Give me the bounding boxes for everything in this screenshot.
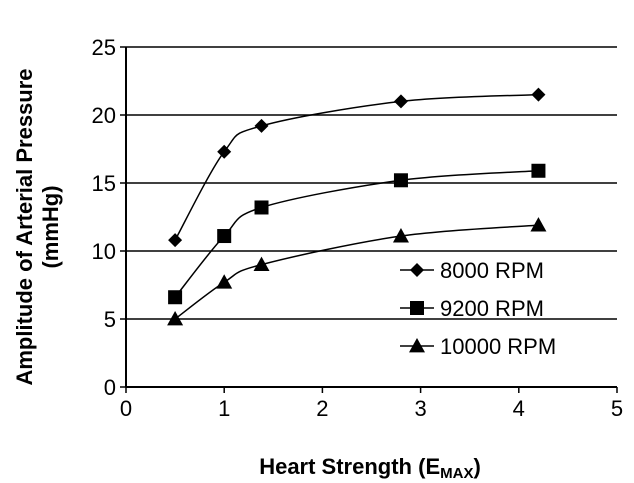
series-0 <box>168 87 546 248</box>
x-tick-label-2: 2 <box>316 396 328 421</box>
data-point-1-1 <box>217 229 232 244</box>
legend-label-0: 8000 RPM <box>440 258 544 283</box>
x-axis-title: Heart Strength (EMAX) <box>259 454 481 482</box>
data-point-0-4 <box>531 87 546 102</box>
series-layer <box>167 87 547 326</box>
x-axis-title-main: Heart Strength (E <box>259 454 440 479</box>
legend-label-1: 9200 RPM <box>440 296 544 321</box>
data-point-0-0 <box>168 233 183 248</box>
data-point-0-2 <box>254 118 269 133</box>
series-line-0 <box>174 93 539 241</box>
series-2 <box>167 217 547 326</box>
data-point-2-1 <box>216 274 233 289</box>
legend-label-2: 10000 RPM <box>440 334 556 359</box>
x-tick-label-1: 1 <box>218 396 230 421</box>
y-axis-ticks: 0 5 10 15 20 25 <box>92 35 126 400</box>
data-point-1-2 <box>254 200 269 215</box>
y-tick-label-5: 5 <box>104 307 116 332</box>
y-tick-label-20: 20 <box>92 103 116 128</box>
legend-item-1: 9200 RPM <box>400 296 544 321</box>
y-axis-title: Amplitude of Arterial Pressure (mmHg) <box>12 68 63 385</box>
data-point-1-4 <box>531 163 546 178</box>
data-point-2-2 <box>253 256 270 271</box>
data-point-2-0 <box>167 311 184 326</box>
x-axis-title-subscript: MAX <box>440 465 473 482</box>
legend-item-0: 8000 RPM <box>400 258 544 283</box>
data-point-2-3 <box>392 228 409 243</box>
gridlines <box>126 46 617 320</box>
x-tick-label-5: 5 <box>611 396 623 421</box>
legend-swatch-marker-1 <box>410 301 424 315</box>
legend-item-2: 10000 RPM <box>400 334 556 359</box>
y-tick-label-10: 10 <box>92 239 116 264</box>
legend: 8000 RPM 9200 RPM 10000 RPM <box>400 258 556 359</box>
x-tick-label-4: 4 <box>513 396 525 421</box>
x-axis-title-close: ) <box>473 454 480 479</box>
data-point-1-0 <box>168 290 183 305</box>
series-1 <box>168 163 546 305</box>
x-tick-label-3: 3 <box>414 396 426 421</box>
y-axis-title-line2: (mmHg) <box>38 185 63 268</box>
data-point-0-3 <box>393 94 408 109</box>
legend-swatch-marker-2 <box>409 338 425 353</box>
data-point-2-4 <box>530 217 547 232</box>
y-tick-label-15: 15 <box>92 171 116 196</box>
data-point-1-3 <box>393 173 408 188</box>
series-line-1 <box>174 170 539 298</box>
x-axis-ticks: 0 1 2 3 4 5 <box>120 387 623 421</box>
y-tick-label-25: 25 <box>92 35 116 60</box>
y-tick-label-0: 0 <box>104 375 116 400</box>
legend-swatch-marker-0 <box>410 263 424 277</box>
x-tick-label-0: 0 <box>120 396 132 421</box>
y-axis-title-line1: Amplitude of Arterial Pressure <box>12 68 37 385</box>
data-point-0-1 <box>217 144 232 159</box>
